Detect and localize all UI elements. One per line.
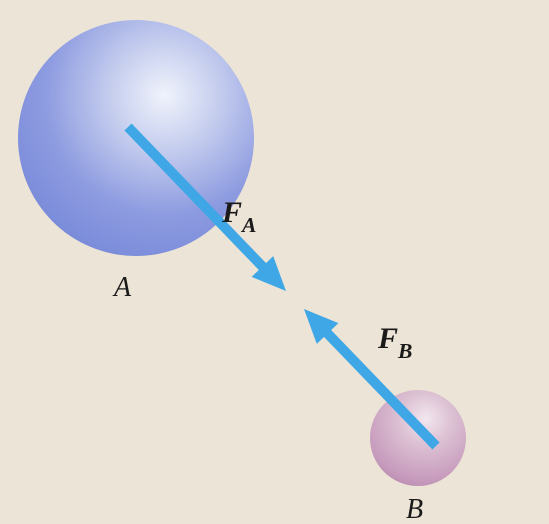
label-b: B bbox=[406, 494, 423, 524]
label-a: A bbox=[114, 272, 131, 304]
diagram-canvas: A B FA FB bbox=[0, 0, 549, 524]
sphere-b bbox=[370, 390, 466, 486]
label-fa-sub: A bbox=[242, 213, 256, 237]
sphere-a bbox=[18, 20, 254, 256]
label-fb-sub: B bbox=[398, 339, 412, 363]
label-fa: FA bbox=[222, 196, 256, 235]
label-fb: FB bbox=[378, 322, 412, 361]
label-fa-main: F bbox=[222, 196, 242, 229]
label-fb-main: F bbox=[378, 322, 398, 355]
